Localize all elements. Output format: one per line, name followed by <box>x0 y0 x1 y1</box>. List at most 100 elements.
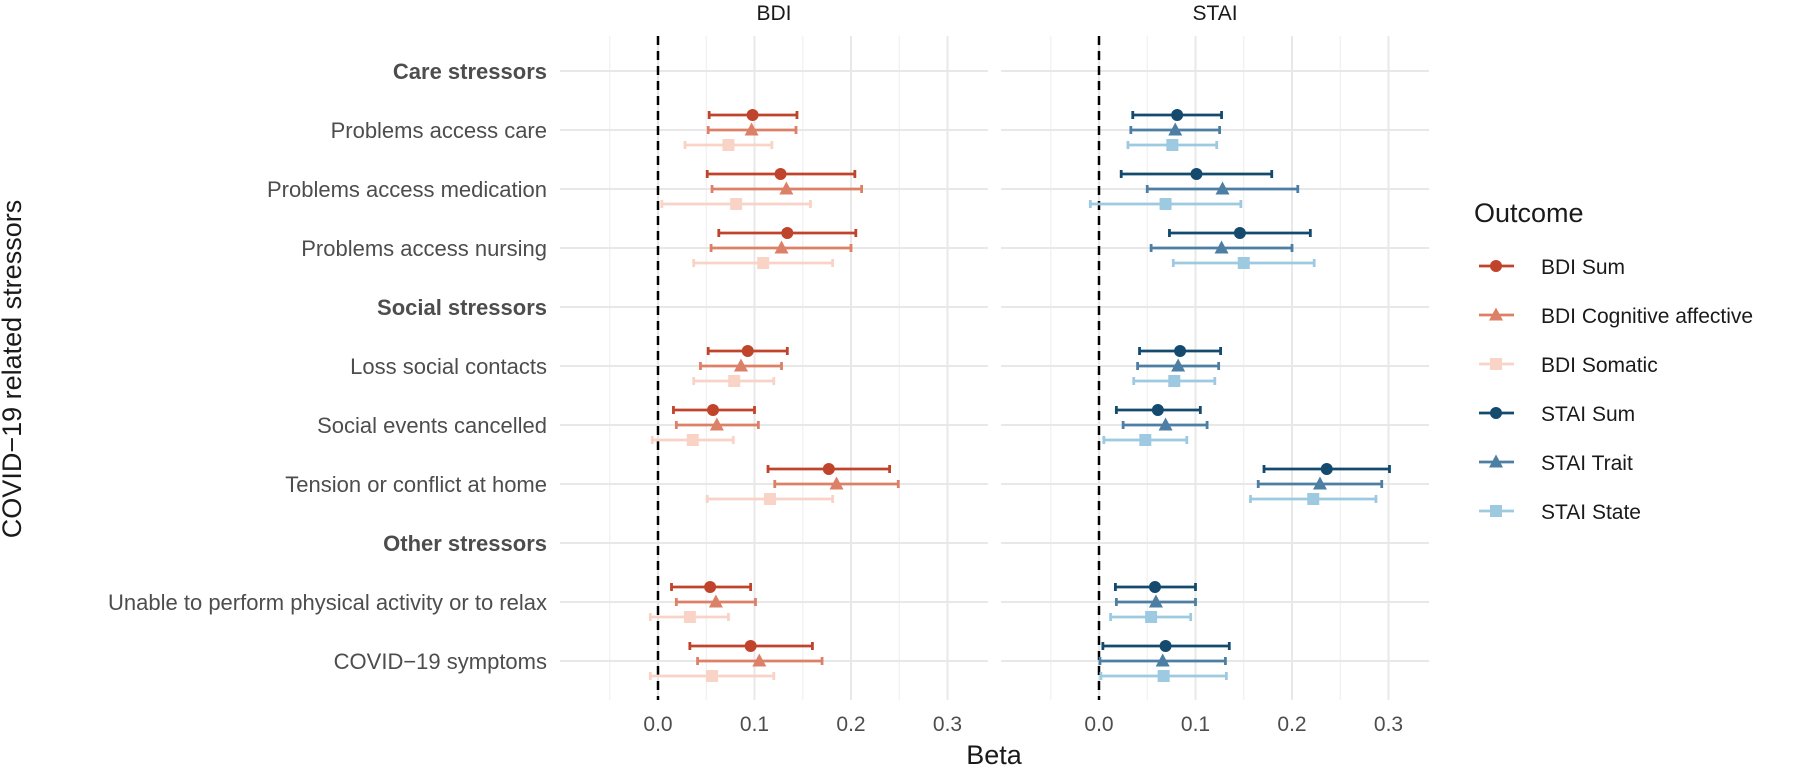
point-estimate <box>1158 417 1173 431</box>
y-axis-tick-labels: Care stressors Problems access care Proble… <box>108 59 547 674</box>
minor-x-gridlines <box>1050 36 1341 700</box>
point-estimate <box>1168 122 1183 136</box>
facet-panel-stai: STAI 0.0 0.1 0.2 0.3 <box>1001 2 1429 736</box>
x-axis-tick-labels: 0.0 0.1 0.2 0.3 <box>643 713 962 736</box>
y-tick-label: Unable to perform physical activity or t… <box>108 590 547 615</box>
y-tick-label: COVID−19 symptoms <box>334 649 547 674</box>
legend-label: BDI Somatic <box>1541 354 1658 377</box>
point-estimate <box>744 640 757 652</box>
point-estimate <box>829 476 844 490</box>
point-estimate <box>1148 581 1161 593</box>
y-tick-label: Tension or conflict at home <box>285 472 547 497</box>
point-estimate <box>781 227 794 239</box>
point-estimate <box>1307 493 1320 505</box>
point-estimate <box>1139 434 1152 446</box>
point-estimate <box>744 122 759 136</box>
minor-x-gridlines <box>609 36 900 700</box>
legend-label: STAI Sum <box>1541 403 1635 426</box>
legend-label: STAI Trait <box>1541 452 1633 475</box>
y-axis-title: COVID−19 related stressors <box>0 200 27 538</box>
point-estimate <box>1215 181 1230 195</box>
x-tick-label: 0.0 <box>1084 713 1113 736</box>
point-estimate <box>704 581 717 593</box>
point-estimate <box>1159 640 1172 652</box>
point-estimate <box>763 493 776 505</box>
point-estimate <box>1190 168 1203 180</box>
point-estimate <box>757 257 770 269</box>
legend-key-marker <box>1490 260 1502 272</box>
y-tick-label: Problems access care <box>331 118 547 143</box>
x-tick-label: 0.1 <box>1181 713 1210 736</box>
legend-item-bdi-somatic: BDI Somatic <box>1479 354 1658 377</box>
point-estimate <box>1145 611 1158 623</box>
legend-item-stai-trait: STAI Trait <box>1479 452 1633 475</box>
point-estimate <box>1214 240 1229 254</box>
point-estimate <box>822 463 835 475</box>
series-stai-state <box>1088 139 1378 682</box>
point-estimate <box>1148 594 1163 608</box>
legend-item-stai-state: STAI State <box>1479 501 1641 524</box>
legend-key-marker <box>1490 505 1502 517</box>
x-tick-label: 0.3 <box>933 713 962 736</box>
legend-key-marker <box>1490 407 1502 419</box>
facet-strip-label-bdi: BDI <box>756 2 791 25</box>
point-estimate <box>741 345 754 357</box>
point-estimate <box>1157 670 1170 682</box>
point-estimate <box>1171 109 1184 121</box>
x-tick-label: 0.3 <box>1374 713 1403 736</box>
point-estimate <box>728 375 741 387</box>
point-estimate <box>709 417 724 431</box>
point-estimate <box>686 434 699 446</box>
series-bdi-sum <box>670 109 891 652</box>
point-estimate <box>708 594 723 608</box>
legend-key-marker <box>1489 307 1503 321</box>
point-estimate <box>1320 463 1333 475</box>
point-estimate <box>746 109 759 121</box>
legend-label: STAI State <box>1541 501 1641 524</box>
point-estimate <box>683 611 696 623</box>
y-group-header-label: Care stressors <box>393 59 547 84</box>
legend-title: Outcome <box>1474 198 1584 228</box>
legend-key-marker <box>1490 358 1502 370</box>
point-estimate <box>730 198 743 210</box>
point-estimate <box>733 358 748 372</box>
point-estimate <box>1174 345 1187 357</box>
y-tick-label: Loss social contacts <box>350 354 547 379</box>
legend-item-bdi-sum: BDI Sum <box>1479 256 1625 279</box>
x-axis-tick-labels: 0.0 0.1 0.2 0.3 <box>1084 713 1403 736</box>
y-group-header-label: Other stressors <box>383 531 547 556</box>
y-tick-label: Problems access medication <box>267 177 547 202</box>
x-tick-label: 0.2 <box>1277 713 1306 736</box>
legend-label: BDI Sum <box>1541 256 1625 279</box>
point-estimate <box>706 670 719 682</box>
series-bdi-cognitive-affective <box>674 122 900 667</box>
series-stai-trait <box>1098 122 1384 667</box>
point-estimate <box>1312 476 1327 490</box>
legend-item-bdi-cognitive-affective: BDI Cognitive affective <box>1479 305 1753 328</box>
point-estimate <box>1159 198 1172 210</box>
y-group-header-label: Social stressors <box>377 295 547 320</box>
legend-label: BDI Cognitive affective <box>1541 305 1753 328</box>
point-estimate <box>707 404 720 416</box>
y-tick-label: Social events cancelled <box>317 413 547 438</box>
x-tick-label: 0.2 <box>836 713 865 736</box>
facet-panel-bdi: BDI 0.0 0.1 0.2 0.3 <box>560 2 988 736</box>
point-estimate <box>722 139 735 151</box>
series-stai-sum <box>1101 109 1391 652</box>
legend-item-stai-sum: STAI Sum <box>1479 403 1635 426</box>
point-estimate <box>1237 257 1250 269</box>
x-tick-label: 0.1 <box>740 713 769 736</box>
x-tick-label: 0.0 <box>643 713 672 736</box>
legend-key-marker <box>1489 454 1503 468</box>
facet-strip-label-stai: STAI <box>1192 2 1237 25</box>
point-estimate <box>779 181 794 195</box>
series-bdi-somatic <box>648 139 835 682</box>
point-estimate <box>1151 404 1164 416</box>
point-estimate <box>774 240 789 254</box>
legend-items: BDI Sum BDI Cognitive affective BDI Somati… <box>1479 256 1753 524</box>
x-axis-title: Beta <box>966 740 1023 767</box>
point-estimate <box>752 653 767 667</box>
